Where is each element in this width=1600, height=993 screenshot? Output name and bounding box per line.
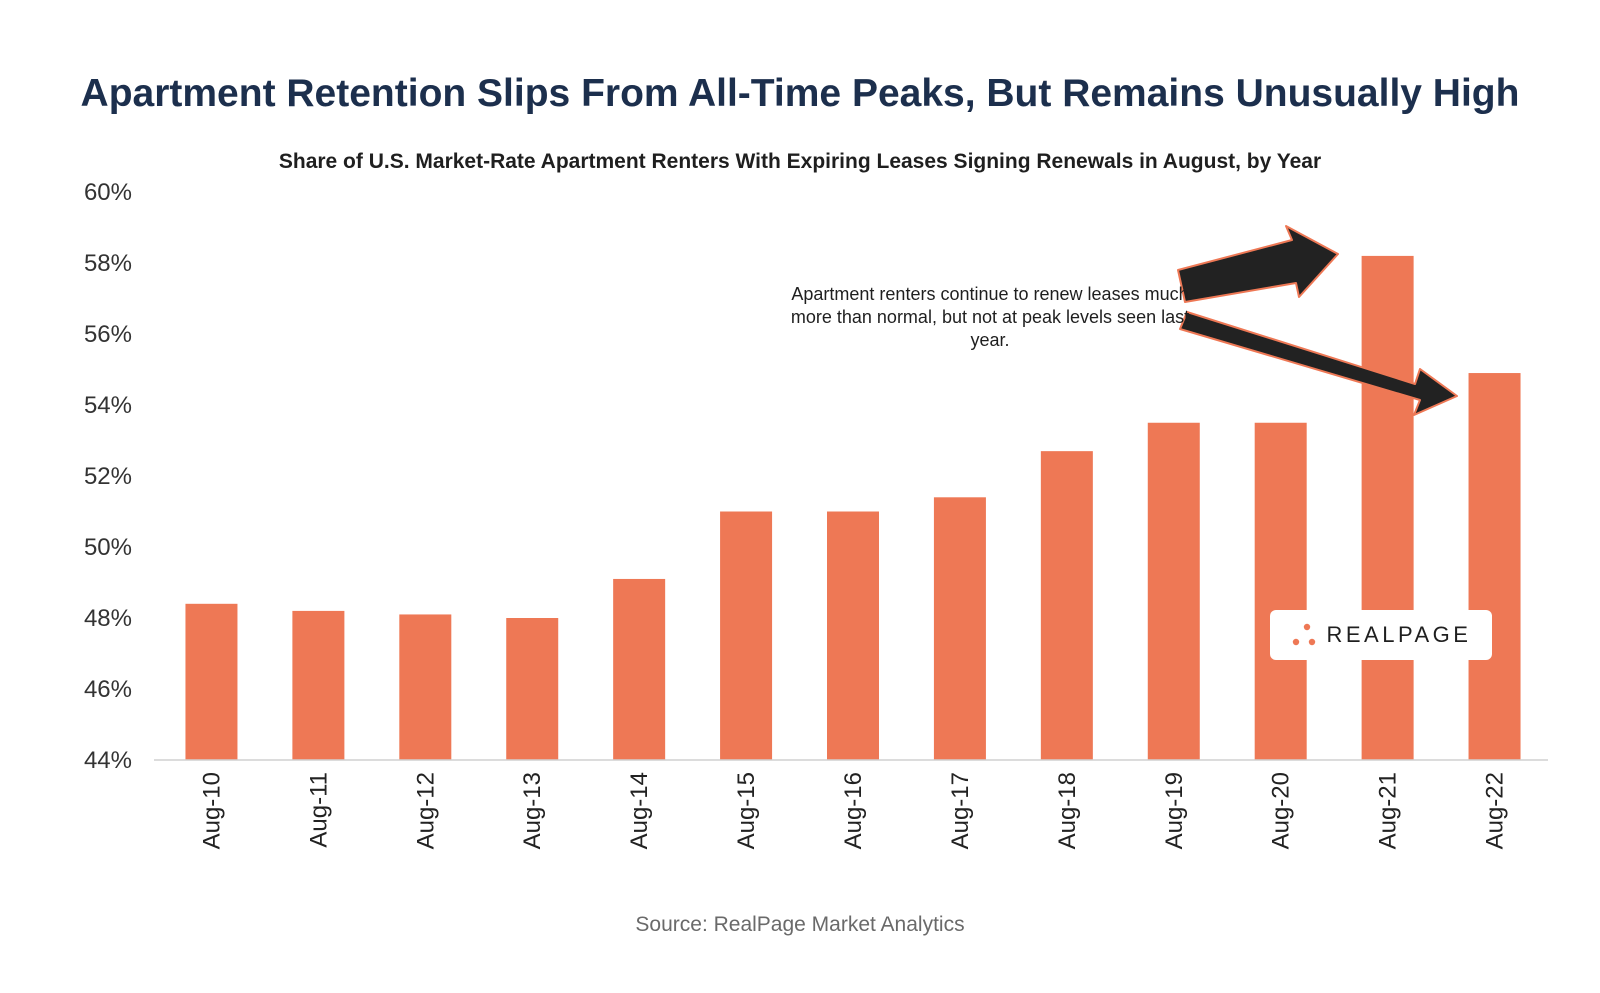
y-tick-label: 60% — [84, 179, 132, 206]
bar-aug-11 — [292, 610, 345, 760]
x-tick-label: Aug-11 — [305, 772, 332, 848]
x-tick-label: Aug-16 — [840, 772, 867, 849]
x-tick-label: Aug-15 — [733, 772, 760, 849]
y-tick-label: 48% — [84, 605, 132, 632]
bar-aug-15 — [720, 511, 773, 760]
x-tick-label: Aug-18 — [1054, 772, 1081, 849]
x-tick-label: Aug-20 — [1268, 772, 1295, 849]
bar-aug-12 — [399, 614, 452, 760]
chart-subtitle: Share of U.S. Market-Rate Apartment Rent… — [278, 150, 1322, 173]
bar-aug-10 — [185, 603, 238, 760]
x-axis: Aug-10 Aug-11 Aug-12 Aug-13 Aug-14 Aug-15 Aug-… — [198, 772, 1508, 849]
x-tick-label: Aug-14 — [626, 772, 653, 849]
y-tick-label: 52% — [84, 463, 132, 490]
realpage-logo: REALPAGE — [1270, 610, 1492, 660]
annotation-arrows — [1177, 225, 1458, 416]
bar-aug-14 — [613, 578, 666, 760]
bar-aug-21 — [1361, 255, 1414, 760]
realpage-dots-icon — [1292, 623, 1315, 646]
x-tick-label: Aug-19 — [1161, 772, 1188, 849]
bar-aug-22 — [1468, 373, 1521, 760]
arrow-to-aug-22 — [1179, 311, 1458, 416]
chart-annotation: Apartment renters continue to renew leas… — [790, 284, 1190, 350]
x-tick-label: Aug-17 — [947, 772, 974, 849]
y-tick-label: 44% — [84, 747, 132, 774]
x-tick-label: Aug-10 — [198, 772, 225, 849]
y-tick-label: 46% — [84, 676, 132, 703]
y-tick-label: 56% — [84, 321, 132, 348]
bar-aug-13 — [506, 618, 559, 760]
source-note: Source: RealPage Market Analytics — [635, 913, 965, 936]
y-tick-label: 54% — [84, 392, 132, 419]
bar-aug-18 — [1040, 451, 1093, 760]
bar-aug-16 — [827, 511, 879, 760]
bar-aug-20 — [1254, 422, 1307, 760]
logo-text: REALPAGE — [1326, 622, 1472, 647]
x-tick-label: Aug-21 — [1375, 772, 1402, 849]
y-tick-label: 58% — [84, 250, 132, 277]
y-tick-label: 50% — [84, 534, 132, 561]
arrow-to-aug-21 — [1177, 225, 1339, 303]
x-tick-label: Aug-13 — [519, 772, 546, 849]
bar-aug-19 — [1147, 422, 1200, 760]
y-axis: 44% 46% 48% 50% 52% 54% 56% 58% 60% — [84, 179, 132, 774]
x-tick-label: Aug-22 — [1482, 772, 1509, 849]
bar-series — [185, 255, 1521, 760]
chart-title: Apartment Retention Slips From All-Time … — [80, 72, 1520, 115]
x-tick-label: Aug-12 — [412, 772, 439, 849]
bar-aug-17 — [933, 497, 986, 760]
